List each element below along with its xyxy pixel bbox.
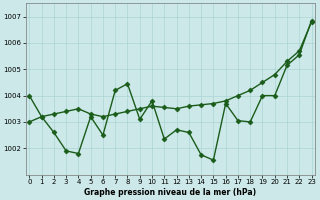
X-axis label: Graphe pression niveau de la mer (hPa): Graphe pression niveau de la mer (hPa)	[84, 188, 257, 197]
